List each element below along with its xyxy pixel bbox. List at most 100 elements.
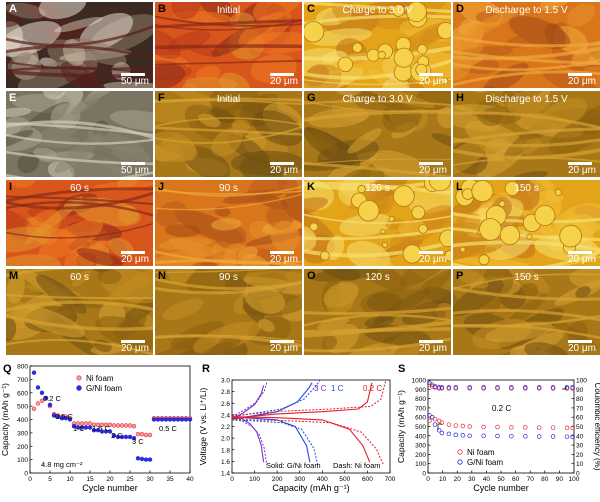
scale-bar-label: 20 μm xyxy=(270,76,298,87)
scale-bar-label: 20 μm xyxy=(568,254,596,265)
x-tick-label: 90 xyxy=(556,476,564,483)
data-point xyxy=(439,430,445,436)
x-tick-label: 0 xyxy=(28,476,32,483)
micrograph-image xyxy=(6,180,153,266)
y2-tick-label: 50 xyxy=(576,424,584,431)
data-point xyxy=(139,456,145,462)
x-tick-label: 70 xyxy=(527,476,535,483)
data-point xyxy=(429,414,435,420)
micrograph-panel-i: I 60 s 20 μm xyxy=(6,180,153,266)
x-tick-label: 10 xyxy=(66,476,74,483)
chart-s: S 0 10 20 30 40 50 60 70 80 90 1000100200300400500… xyxy=(396,363,600,493)
data-point xyxy=(564,434,570,439)
micrograph-panel-a: A 50 μm xyxy=(6,2,153,88)
scale-bar-label: 20 μm xyxy=(419,343,447,354)
scale-bar xyxy=(568,73,592,76)
panel-letter: J xyxy=(158,181,165,193)
panel-letter: N xyxy=(158,270,166,282)
data-point xyxy=(523,385,528,390)
x-tick-label: 35 xyxy=(166,476,174,483)
data-point xyxy=(31,370,37,375)
rate-annotation: 4.8 mg cm⁻² xyxy=(41,460,83,469)
rate-annotation: 0.2 C xyxy=(492,404,511,413)
micrograph-image xyxy=(304,269,451,355)
data-point xyxy=(115,423,121,428)
data-point xyxy=(35,401,41,406)
data-point xyxy=(453,385,459,390)
data-point xyxy=(495,424,500,430)
data-point xyxy=(171,417,177,422)
x-tick-label: 100 xyxy=(249,476,260,483)
data-point xyxy=(481,424,486,430)
rate-annotation: 0.5 C xyxy=(55,412,74,421)
data-point xyxy=(570,425,575,431)
data-point xyxy=(111,433,117,438)
scale-bar xyxy=(419,162,443,165)
x-tick-label: 500 xyxy=(339,476,350,483)
micrograph-condition-label: Charge to 3.0 V xyxy=(342,94,413,105)
scale-bar xyxy=(568,251,592,254)
scale-bar-label: 20 μm xyxy=(419,165,447,176)
panel-letter-r: R xyxy=(202,363,210,375)
x-tick-label: 25 xyxy=(126,476,134,483)
data-point xyxy=(564,385,570,390)
micrograph-condition-label: 120 s xyxy=(365,272,390,283)
voltage-curve-solid xyxy=(231,416,371,463)
rate-label-02c: 0.2 C xyxy=(363,384,382,393)
y-tick-label: 1000 xyxy=(412,378,427,385)
data-point xyxy=(131,435,137,441)
panel-letter: A xyxy=(9,3,17,15)
data-point xyxy=(446,422,452,427)
y-tick-label: 3.0 xyxy=(221,378,230,385)
data-point xyxy=(550,385,556,390)
x-tick-label: 10 xyxy=(439,476,447,483)
voltage-curve-solid xyxy=(231,382,373,419)
micrograph-panel-e: E 50 μm xyxy=(6,91,153,177)
scale-bar xyxy=(121,251,145,254)
data-point xyxy=(51,413,57,418)
panel-letter-q: Q xyxy=(3,363,12,375)
y-tick-label: 2.2 xyxy=(221,424,230,431)
y-tick-label: 300 xyxy=(415,443,426,450)
micrograph-condition-label: 60 s xyxy=(70,183,89,194)
y-tick-label: 0 xyxy=(422,471,426,478)
data-point xyxy=(179,417,185,422)
data-point xyxy=(155,417,161,422)
data-point xyxy=(439,385,445,390)
chart-r: R 0 100 200 300 400 500 600 700 1.4 1.6 1.8 2.0 2.2 2… xyxy=(198,363,396,493)
scale-bar-label: 50 μm xyxy=(121,165,149,176)
x-tick-label: 0 xyxy=(426,476,430,483)
y-tick-label: 2.4 xyxy=(221,412,230,419)
micrograph-condition-label: 150 s xyxy=(514,183,539,194)
data-point xyxy=(439,420,445,426)
legend-dash: Dash: Ni foam xyxy=(333,461,381,470)
data-point xyxy=(111,423,117,428)
legend-marker xyxy=(457,459,463,465)
x-tick-label: 30 xyxy=(146,476,154,483)
data-point xyxy=(467,385,472,390)
x-tick-label: 700 xyxy=(385,476,396,483)
data-point xyxy=(446,385,452,390)
x-axis-label: Cycle number xyxy=(82,483,138,493)
x-tick-label: 400 xyxy=(317,476,328,483)
micrograph-image xyxy=(6,2,153,88)
micrograph-condition-label: 150 s xyxy=(514,272,539,283)
micrograph-panel-l: L 150 s 20 μm xyxy=(453,180,600,266)
data-point xyxy=(55,414,61,419)
micrograph-panel-j: J 90 s 20 μm xyxy=(155,180,302,266)
y-axis-label: Capacity (mAh g⁻¹) xyxy=(0,383,10,456)
data-point xyxy=(523,425,528,430)
y-tick-label: 200 xyxy=(17,444,28,451)
x-tick-label: 30 xyxy=(468,476,476,483)
x-axis-label: Cycle number xyxy=(473,483,529,493)
chart-q: Q 0 5 10 15 20 25 30 35 400100200300400500600700… xyxy=(0,363,194,493)
data-point xyxy=(143,432,149,438)
data-point xyxy=(427,418,432,424)
legend-marker xyxy=(76,385,82,391)
data-point xyxy=(135,456,141,461)
plot-frame xyxy=(231,379,391,474)
y-tick-label: 0 xyxy=(24,471,28,478)
data-point xyxy=(87,425,93,430)
voltage-curve-dashed xyxy=(231,418,268,465)
data-point xyxy=(175,417,181,422)
